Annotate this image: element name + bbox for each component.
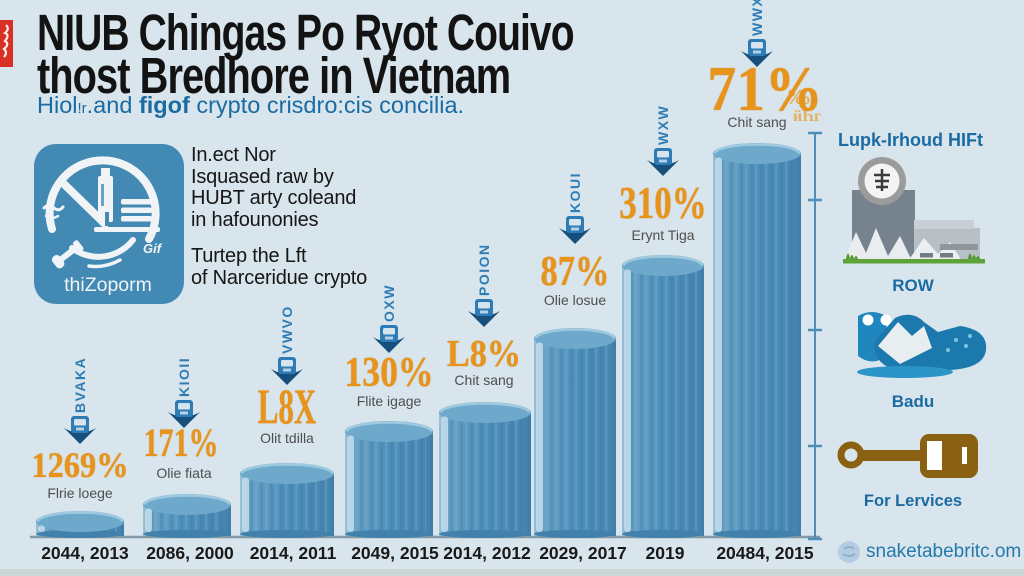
svg-text:Gif: Gif	[143, 241, 163, 256]
svg-text:thiZoporm: thiZoporm	[64, 274, 152, 296]
